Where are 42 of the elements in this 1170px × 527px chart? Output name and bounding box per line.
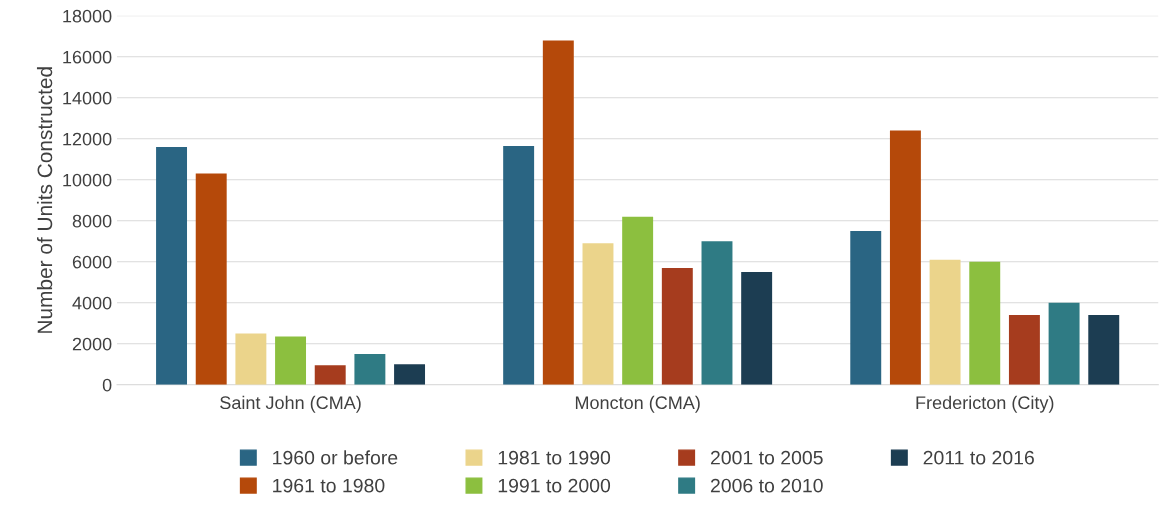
bar <box>661 267 693 385</box>
y-axis-title: Number of Units Constructed <box>36 67 53 333</box>
legend-label: 1991 to 2000 <box>498 478 611 493</box>
y-tick-label: 18000 <box>63 9 112 23</box>
bar <box>354 353 386 385</box>
x-tick-label: Fredericton (City) <box>916 395 1054 413</box>
x-tick-label: Saint John (CMA) <box>220 395 361 413</box>
legend-label: 1961 to 1980 <box>273 478 385 493</box>
y-tick-label: 8000 <box>72 214 112 228</box>
y-tick-label: 10000 <box>63 173 112 187</box>
x-tick-label: Moncton (CMA) <box>575 395 700 413</box>
bar <box>582 243 614 385</box>
bar <box>701 241 733 385</box>
bar <box>156 146 188 385</box>
bar <box>314 365 346 385</box>
bar <box>889 130 921 385</box>
legend-label: 2006 to 2010 <box>710 478 823 493</box>
bar <box>235 333 267 385</box>
legend-label: 2011 to 2016 <box>923 450 1034 465</box>
y-tick-label: 16000 <box>63 50 112 64</box>
y-tick-label: 14000 <box>63 91 112 105</box>
bar <box>1088 315 1120 385</box>
bar <box>622 216 654 385</box>
y-tick-label: 0 <box>102 378 112 392</box>
bar <box>850 231 882 385</box>
y-tick-label: 2000 <box>72 337 112 351</box>
legend-label: 2001 to 2005 <box>710 450 823 465</box>
bar <box>1008 315 1040 385</box>
bar <box>275 336 307 385</box>
bar <box>394 364 426 385</box>
y-tick-label: 4000 <box>72 296 112 310</box>
legend-label: 1981 to 1990 <box>498 450 611 465</box>
y-tick-label: 12000 <box>63 132 112 146</box>
bar <box>542 40 574 385</box>
bar <box>195 173 227 385</box>
bar <box>1048 302 1080 385</box>
y-tick-label: 6000 <box>72 255 112 269</box>
legend-label: 1960 or before <box>273 450 398 465</box>
bar <box>969 261 1001 385</box>
bar <box>741 271 773 385</box>
bar <box>503 145 535 385</box>
bar <box>929 259 961 385</box>
